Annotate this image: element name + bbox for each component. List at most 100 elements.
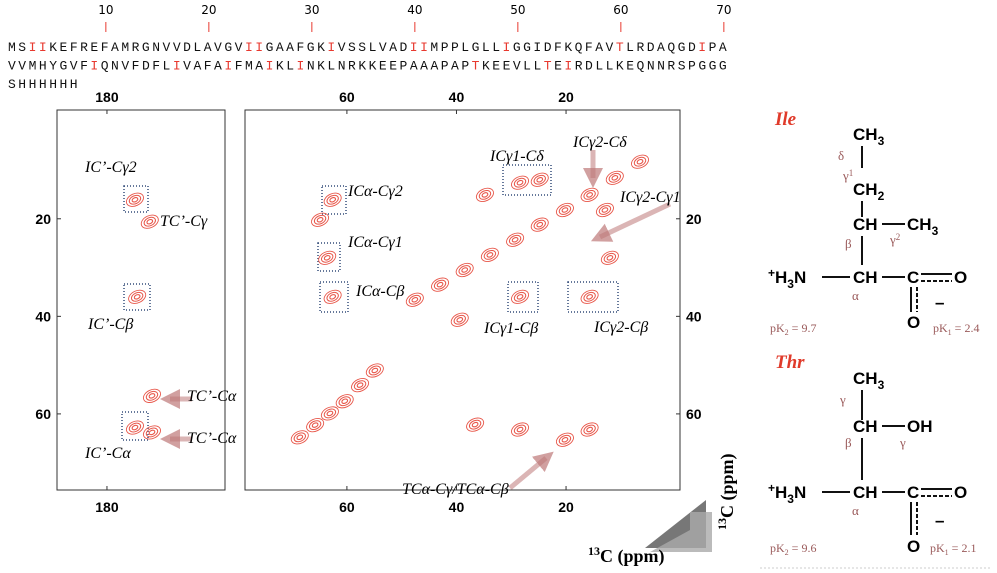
t: 2: [878, 189, 885, 203]
contour: [606, 255, 614, 261]
contour: [326, 194, 339, 205]
peak: [431, 277, 450, 292]
peak: [405, 292, 424, 307]
highlighted-residue: T: [616, 40, 626, 55]
ruler-label: 60: [613, 3, 628, 17]
contour: [320, 252, 334, 263]
group: CH3: [853, 125, 885, 148]
assignment-box: [567, 281, 619, 313]
peak-annotation: TC’-Cγ: [160, 213, 208, 230]
contour: [142, 388, 161, 403]
contour: [368, 365, 382, 376]
highlighted-residue: I: [564, 59, 574, 74]
contour: [636, 158, 644, 165]
ruler-label: 30: [304, 3, 319, 17]
peak: [306, 418, 325, 433]
greek: γ: [899, 435, 906, 450]
sequence: 10 20 30 40 50 60 70MSIIKEFREFAMRGNVVDLAVGVIIG…: [8, 3, 731, 92]
y-tick-label: 60: [686, 406, 702, 422]
peak-annotation: ICγ2-Cβ: [593, 319, 648, 336]
t: CH: [853, 369, 878, 388]
assignment-box: [321, 185, 347, 215]
peak-annotation: IC’-Cα: [84, 445, 131, 462]
peak: [323, 192, 342, 207]
contour: [456, 316, 464, 323]
contour: [356, 382, 364, 388]
contour: [405, 292, 424, 307]
greek: δ: [838, 148, 844, 163]
t: 1: [948, 328, 952, 337]
contour: [128, 289, 147, 304]
spectrum-panel: 60 60 40 40 20 20 20 40 60 ICα-Cγ2 ICα-Cγ1 ICα-Cβ IC…: [244, 89, 702, 515]
peak: [475, 187, 494, 202]
axis-label: 13C (ppm): [715, 453, 738, 530]
assignment-box: [123, 283, 151, 311]
t: 2: [785, 548, 789, 557]
peak: [511, 422, 530, 437]
contour: [293, 432, 306, 443]
y-tick-label: 60: [35, 406, 51, 422]
contour: [603, 252, 617, 263]
t: CH: [853, 125, 878, 144]
axis-label: 13C (ppm): [588, 544, 665, 567]
panel-frame: [56, 109, 226, 491]
greek: γ2: [889, 232, 900, 247]
t: H: [775, 483, 787, 502]
assignment-box: [123, 185, 149, 213]
t: +: [768, 266, 775, 280]
contour: [145, 390, 159, 401]
contour: [511, 175, 530, 190]
contour: [140, 214, 159, 229]
peak-annotation: IC’-Cβ: [87, 316, 133, 333]
residues: PA: [709, 40, 730, 55]
assignment-box: [121, 411, 149, 441]
peak-annotation: ICγ1-Cδ: [489, 148, 544, 165]
peak: [631, 154, 649, 169]
pk: pK2 = 9.6: [770, 541, 816, 557]
contour: [323, 408, 337, 419]
contour: [530, 217, 549, 232]
contour: [530, 172, 549, 187]
contour: [326, 410, 334, 417]
ile-structure: Ile CH3 δ CH2 γ1 CH CH3 β γ2 +H3N CH C O…: [768, 109, 979, 337]
peak: [595, 202, 614, 218]
contour: [323, 255, 331, 261]
sequence-line: MSIIKEFREFAMRGNVVDLAVGVIIGAAFGKIVSSLVADI…: [8, 40, 729, 55]
residues: GGIDFKQFAV: [513, 40, 616, 55]
sequence-line: SHHHHHH: [8, 77, 80, 92]
peak: [140, 214, 159, 229]
contour: [316, 216, 324, 223]
group: CH: [853, 483, 878, 502]
contour: [511, 236, 519, 243]
contour: [533, 174, 546, 185]
x-tick-label: 60: [339, 89, 355, 105]
contour: [533, 219, 546, 230]
x-tick-label: 180: [95, 89, 119, 105]
contour: [508, 234, 522, 245]
peak-annotation: TC’-Cα: [187, 430, 237, 447]
contour: [608, 172, 621, 183]
contour: [580, 422, 599, 437]
t: CH: [907, 215, 932, 234]
contour: [611, 175, 619, 181]
contour: [408, 294, 422, 305]
contour: [296, 434, 304, 441]
residues: KEEVLL: [482, 59, 544, 74]
highlighted-residue: II: [410, 40, 431, 55]
contour: [536, 176, 544, 183]
highlighted-residue: II: [29, 40, 50, 55]
peak: [511, 289, 530, 304]
t: = 2.4: [952, 321, 980, 335]
contour: [633, 156, 647, 167]
contour: [586, 192, 594, 198]
contour: [580, 187, 599, 202]
t: pK: [930, 541, 945, 555]
ruler-label: 40: [407, 3, 422, 17]
contour: [308, 420, 322, 431]
contour: [595, 202, 614, 218]
contour: [323, 289, 342, 304]
x-tick-label: 180: [95, 499, 119, 515]
contour: [131, 196, 139, 203]
contour: [513, 291, 527, 302]
